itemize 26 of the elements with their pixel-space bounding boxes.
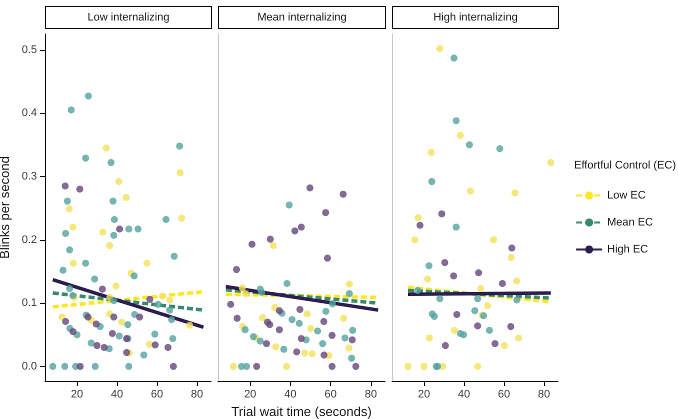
- x-tick-label: 20: [70, 388, 84, 400]
- x-axis-title: Trial wait time (seconds): [231, 404, 372, 419]
- x-tick-label: 20: [418, 388, 430, 400]
- x-tick-label: 40: [284, 388, 297, 400]
- x-tick-label: 80: [538, 388, 550, 400]
- x-tick-label: 40: [110, 388, 124, 400]
- x-tick-label: 60: [498, 388, 510, 400]
- legend-title: Effortful Control (EC): [574, 160, 676, 172]
- x-tick-label: 80: [364, 388, 378, 400]
- y-tick-label: 0.4: [22, 107, 37, 120]
- x-tick-label: 80: [190, 388, 204, 400]
- legend-label: High EC: [607, 244, 648, 256]
- legend-label: Mean EC: [607, 216, 654, 228]
- y-tick-label: 0.5: [22, 44, 37, 56]
- x-tick-label: 40: [458, 388, 470, 400]
- x-tick-label: 20: [244, 388, 256, 400]
- y-tick-label: 0.2: [22, 234, 37, 246]
- chart-title: Mean internalizing: [257, 12, 347, 24]
- x-tick-label: 60: [150, 388, 164, 400]
- chart-title: High internalizing: [433, 12, 518, 24]
- y-tick-label: 0.1: [22, 297, 37, 310]
- legend-label: Low EC: [607, 190, 646, 202]
- y-tick-label: 0.0: [22, 360, 37, 372]
- chart-title: Low internalizing: [88, 12, 170, 24]
- x-tick-label: 60: [324, 388, 337, 400]
- y-tick-label: 0.3: [22, 170, 37, 182]
